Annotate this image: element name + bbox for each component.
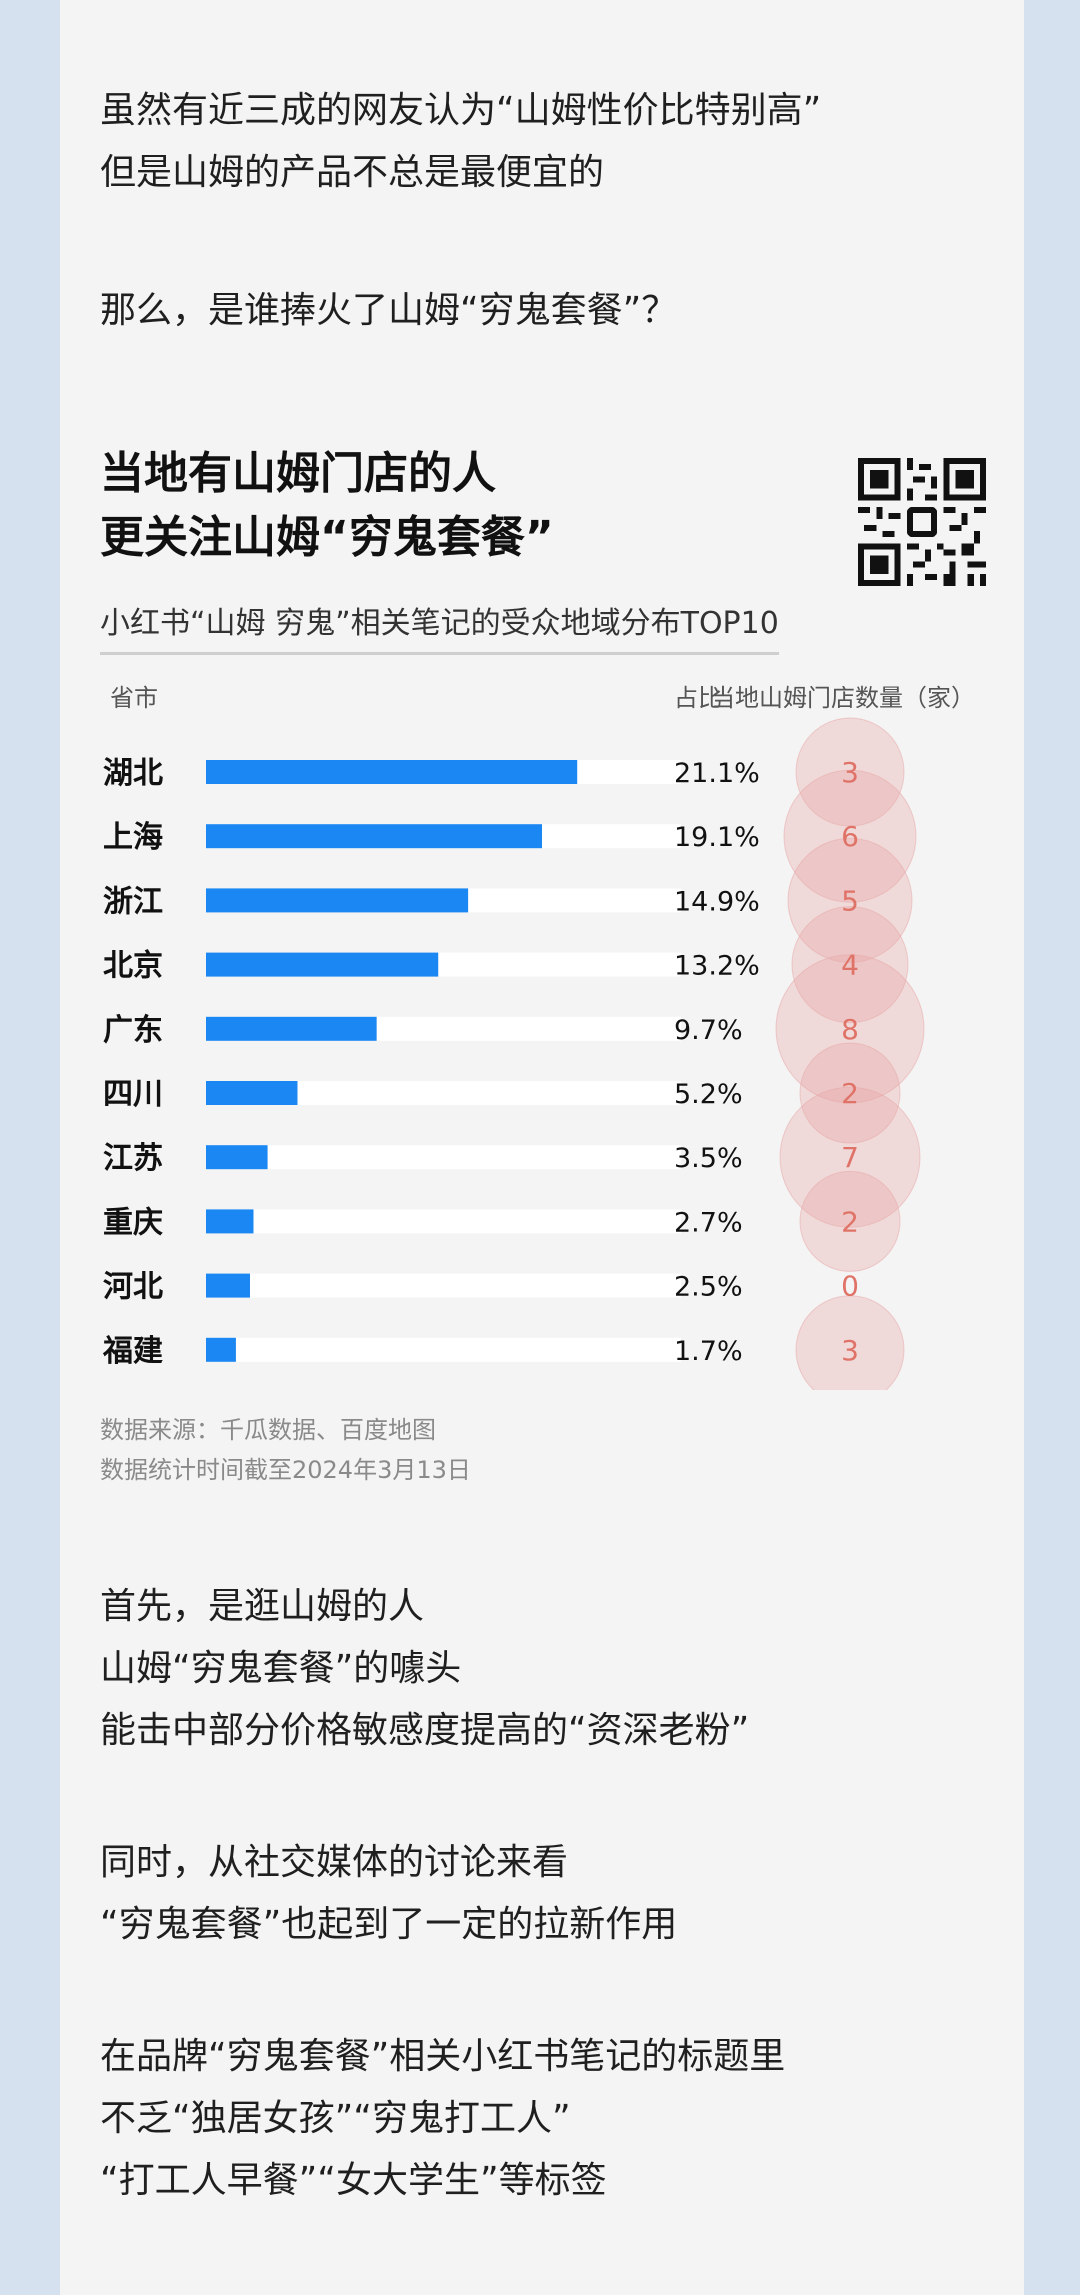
- bar: [206, 888, 469, 913]
- province-label: 河北: [103, 1270, 163, 1305]
- store-count-label: 0: [841, 1270, 859, 1303]
- store-bubble: [791, 906, 909, 1024]
- intro-line-1: 虽然有近三成的网友认为“山姆性价比特别高”: [100, 90, 822, 131]
- province-label: 福建: [102, 1334, 163, 1369]
- chart-title: 当地有山姆门店的人 更关注山姆“穷鬼套餐”: [100, 442, 554, 570]
- chart-subtitle: 小红书“山姆 穷鬼”相关笔记的受众地域分布TOP10: [100, 598, 779, 655]
- share-label: 2.7%: [674, 1207, 743, 1238]
- store-bubble: [775, 954, 925, 1104]
- bar: [206, 824, 543, 849]
- share-label: 3.5%: [674, 1143, 743, 1174]
- store-count-label: 3: [841, 756, 859, 789]
- header-province: 省市: [110, 684, 158, 712]
- province-label: 四川: [103, 1077, 163, 1112]
- bar-track: [206, 1209, 681, 1234]
- body-p1-line-1: 首先，是逛山姆的人: [100, 1586, 425, 1627]
- bar-track: [206, 1273, 681, 1298]
- bar: [206, 1337, 236, 1362]
- province-label: 重庆: [103, 1205, 163, 1240]
- store-count-label: 8: [841, 1013, 859, 1046]
- bar: [206, 1081, 298, 1105]
- body-p3-line-1: 在品牌“穷鬼套餐”相关小红书笔记的标题里: [100, 2036, 786, 2077]
- province-label: 北京: [103, 949, 163, 984]
- chart-title-line-2: 更关注山姆“穷鬼套餐”: [100, 512, 554, 563]
- share-label: 21.1%: [674, 758, 760, 789]
- store-count-label: 2: [841, 1205, 859, 1238]
- share-label: 1.7%: [674, 1336, 743, 1367]
- share-label: 2.5%: [674, 1272, 743, 1303]
- store-count-label: 7: [841, 1141, 859, 1174]
- qr-code-icon: [858, 458, 986, 586]
- province-label: 湖北: [103, 756, 163, 791]
- share-label: 14.9%: [674, 886, 760, 917]
- share-label: 5.2%: [674, 1079, 743, 1110]
- body-p1-line-3: 能击中部分价格敏感度提高的“资深老粉”: [100, 1710, 750, 1751]
- bar: [206, 952, 439, 977]
- article-page: 虽然有近三成的网友认为“山姆性价比特别高” 但是山姆的产品不总是最便宜的 那么，…: [60, 0, 1024, 2295]
- share-label: 19.1%: [674, 822, 760, 853]
- body-paragraph-1: 首先，是逛山姆的人 山姆“穷鬼套餐”的噱头 能击中部分价格敏感度提高的“资深老粉…: [100, 1576, 749, 1762]
- body-p1-line-2: 山姆“穷鬼套餐”的噱头: [100, 1648, 462, 1689]
- store-count-label: 2: [841, 1077, 859, 1110]
- body-p2-line-2: “穷鬼套餐”也起到了一定的拉新作用: [100, 1904, 678, 1945]
- bar: [206, 1273, 250, 1298]
- bar: [206, 1145, 268, 1170]
- bar-track: [206, 1145, 681, 1170]
- chart-title-line-1: 当地有山姆门店的人: [100, 448, 496, 499]
- source-line-2: 数据统计时间截至2024年3月13日: [100, 1456, 471, 1484]
- province-label: 上海: [103, 820, 163, 855]
- store-count-label: 5: [841, 884, 859, 917]
- header-share: 占比: [674, 684, 722, 712]
- bar: [206, 1209, 254, 1234]
- store-bubble: [795, 1295, 905, 1390]
- store-bubble: [799, 1042, 901, 1144]
- source-line-1: 数据来源：千瓜数据、百度地图: [100, 1416, 436, 1444]
- store-count-label: 3: [841, 1334, 859, 1367]
- body-p3-line-2: 不乏“独居女孩”“穷鬼打工人”: [100, 2098, 571, 2139]
- body-p3-line-3: “打工人早餐”“女大学生”等标签: [100, 2160, 607, 2201]
- store-bubble: [787, 837, 913, 963]
- share-label: 9.7%: [674, 1015, 743, 1046]
- bar: [206, 760, 578, 784]
- intro-paragraph: 虽然有近三成的网友认为“山姆性价比特别高” 但是山姆的产品不总是最便宜的: [100, 80, 821, 204]
- bar-track: [206, 1337, 681, 1362]
- body-p2-line-1: 同时，从社交媒体的讨论来看: [100, 1842, 569, 1883]
- body-paragraph-2: 同时，从社交媒体的讨论来看 “穷鬼套餐”也起到了一定的拉新作用: [100, 1832, 677, 1956]
- store-bubble: [779, 1086, 921, 1228]
- header-stores: 当地山姆门店数量（家）: [711, 684, 975, 712]
- share-label: 13.2%: [674, 951, 760, 982]
- store-bubble: [795, 717, 905, 827]
- province-label: 江苏: [103, 1141, 163, 1176]
- bar: [206, 1016, 377, 1041]
- intro-line-2: 但是山姆的产品不总是最便宜的: [100, 152, 605, 193]
- store-bubble: [783, 769, 917, 903]
- province-label: 广东: [103, 1013, 163, 1048]
- intro-question: 那么，是谁捧火了山姆“穷鬼套餐”？: [100, 280, 677, 342]
- body-paragraph-3: 在品牌“穷鬼套餐”相关小红书笔记的标题里 不乏“独居女孩”“穷鬼打工人” “打工…: [100, 2026, 785, 2212]
- store-bubble: [799, 1170, 901, 1272]
- province-label: 浙江: [103, 884, 163, 919]
- data-source: 数据来源：千瓜数据、百度地图 数据统计时间截至2024年3月13日: [100, 1410, 471, 1490]
- store-count-label: 6: [841, 820, 859, 853]
- intro-line-3: 那么，是谁捧火了山姆“穷鬼套餐”？: [100, 290, 678, 331]
- store-count-label: 4: [841, 949, 859, 982]
